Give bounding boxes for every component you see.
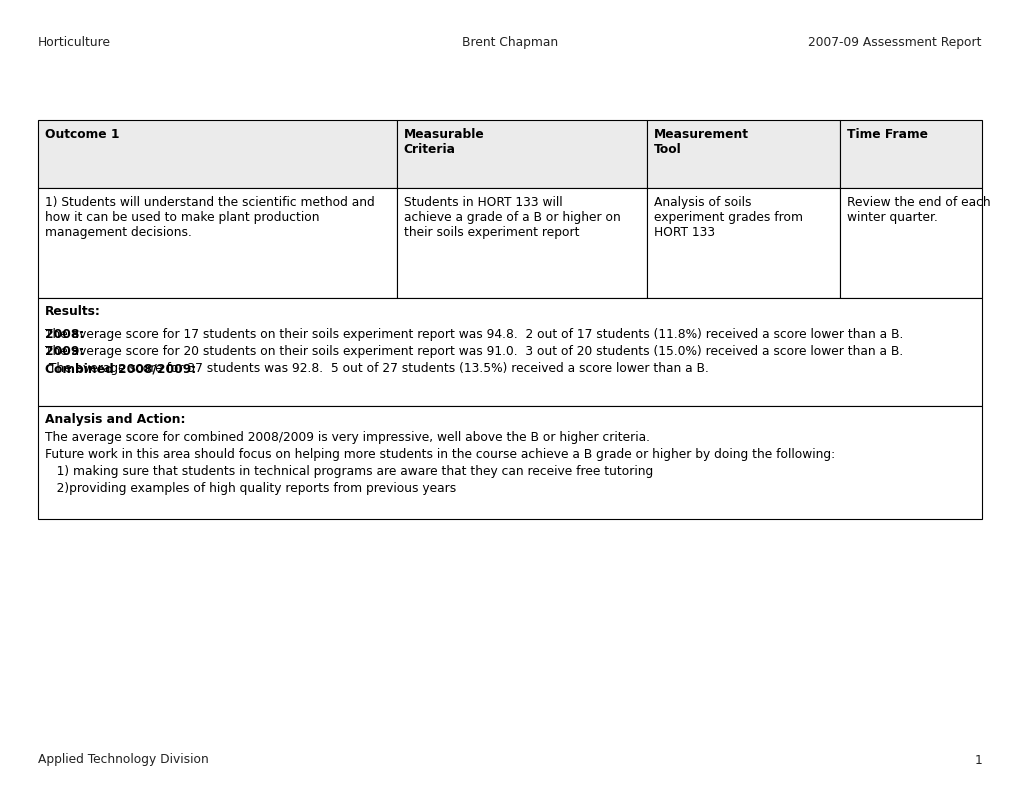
- Text: 1) Students will understand the scientific method and
how it can be used to make: 1) Students will understand the scientif…: [45, 196, 374, 239]
- Bar: [38, 406, 981, 519]
- Text: Combined 2008/2009:: Combined 2008/2009:: [45, 362, 201, 375]
- Text: Analysis of soils
experiment grades from
HORT 133: Analysis of soils experiment grades from…: [653, 196, 802, 239]
- Bar: [646, 188, 840, 298]
- Bar: [396, 188, 646, 298]
- Text: Applied Technology Division: Applied Technology Division: [38, 753, 209, 767]
- Text: Measurable
Criteria: Measurable Criteria: [404, 128, 484, 156]
- Text: Outcome 1: Outcome 1: [45, 128, 119, 141]
- Text: Time Frame: Time Frame: [847, 128, 927, 141]
- Text: The average score for 20 students on their soils experiment report was 91.0.  3 : The average score for 20 students on the…: [45, 345, 903, 358]
- Bar: [38, 120, 396, 188]
- Text: 1: 1: [973, 753, 981, 767]
- Text: The average score for 37 students was 92.8.  5 out of 27 students (13.5%) receiv: The average score for 37 students was 92…: [45, 362, 708, 375]
- Text: Results:: Results:: [45, 305, 101, 318]
- Text: Measurement
Tool: Measurement Tool: [653, 128, 748, 156]
- Text: 2)providing examples of high quality reports from previous years: 2)providing examples of high quality rep…: [45, 482, 455, 495]
- Bar: [38, 298, 981, 406]
- Bar: [38, 188, 396, 298]
- Bar: [840, 120, 981, 188]
- Text: The average score for combined 2008/2009 is very impressive, well above the B or: The average score for combined 2008/2009…: [45, 431, 649, 444]
- Text: Analysis and Action:: Analysis and Action:: [45, 413, 185, 426]
- Text: Future work in this area should focus on helping more students in the course ach: Future work in this area should focus on…: [45, 448, 835, 461]
- Text: Horticulture: Horticulture: [38, 35, 111, 49]
- Text: Review the end of each
winter quarter.: Review the end of each winter quarter.: [847, 196, 990, 224]
- Text: 2007-09 Assessment Report: 2007-09 Assessment Report: [808, 35, 981, 49]
- Text: 2009:: 2009:: [45, 345, 89, 358]
- Bar: [840, 188, 981, 298]
- Text: Students in HORT 133 will
achieve a grade of a B or higher on
their soils experi: Students in HORT 133 will achieve a grad…: [404, 196, 620, 239]
- Bar: [396, 120, 646, 188]
- Text: 1) making sure that students in technical programs are aware that they can recei: 1) making sure that students in technica…: [45, 465, 652, 478]
- Text: Brent Chapman: Brent Chapman: [462, 35, 557, 49]
- Bar: [646, 120, 840, 188]
- Text: 2008:: 2008:: [45, 328, 89, 341]
- Text: The average score for 17 students on their soils experiment report was 94.8.  2 : The average score for 17 students on the…: [45, 328, 903, 341]
